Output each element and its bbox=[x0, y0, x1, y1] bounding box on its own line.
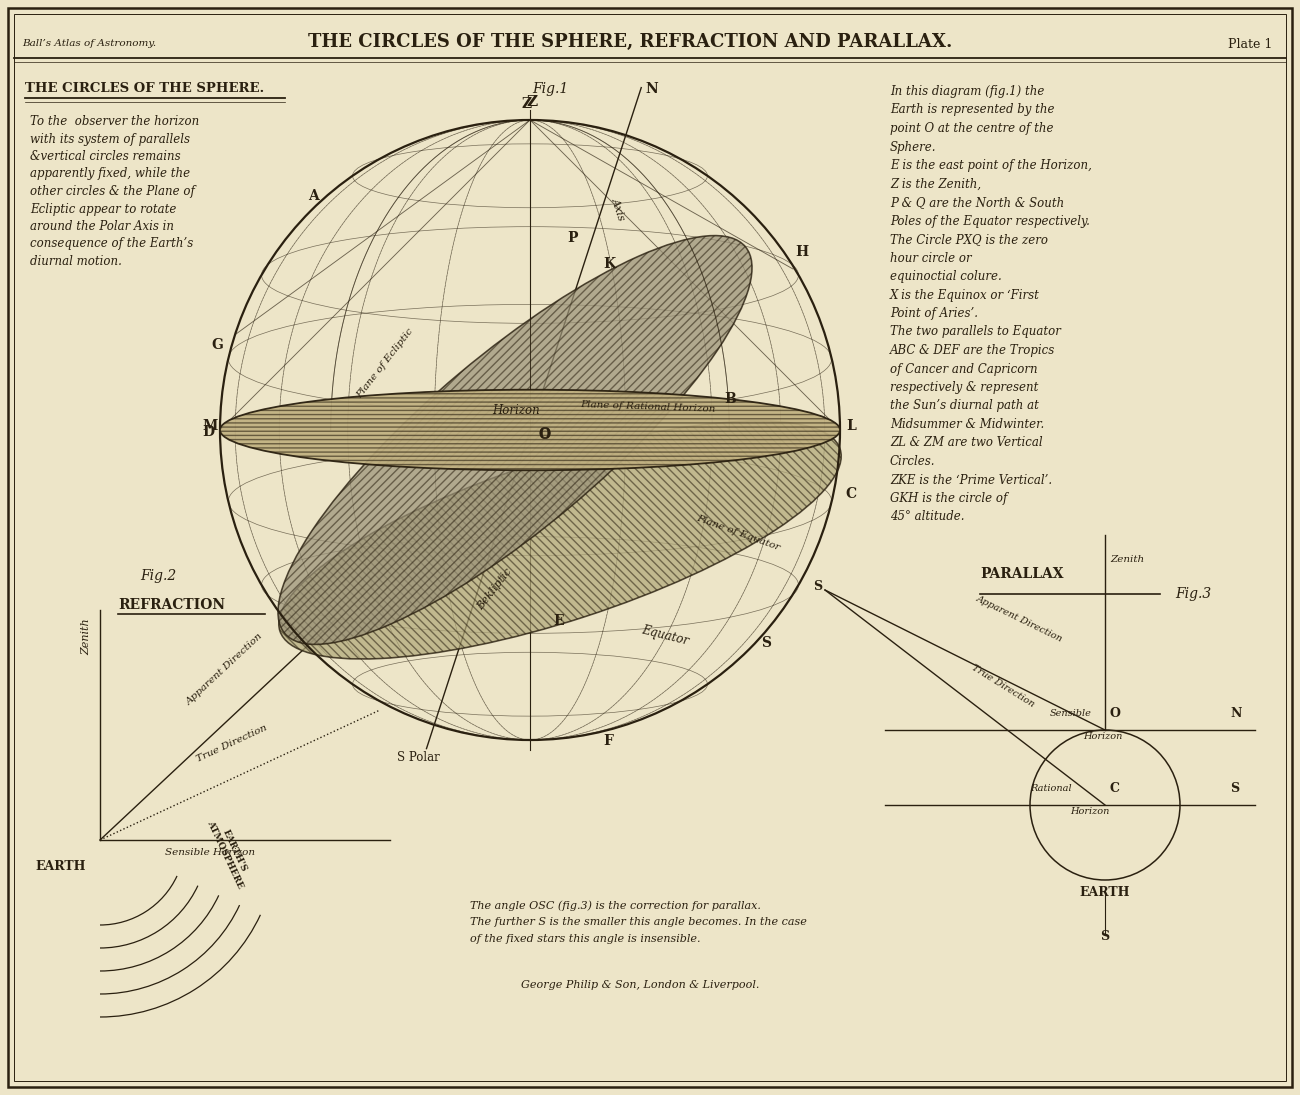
Text: X is the Equinox or ‘First: X is the Equinox or ‘First bbox=[891, 288, 1040, 301]
Ellipse shape bbox=[220, 390, 840, 470]
Text: Ecliptic appear to rotate: Ecliptic appear to rotate bbox=[30, 203, 177, 216]
Text: Poles of the Equator respectively.: Poles of the Equator respectively. bbox=[891, 215, 1089, 228]
Text: C: C bbox=[845, 487, 855, 502]
Text: S: S bbox=[1100, 930, 1110, 943]
Text: E: E bbox=[554, 614, 564, 629]
Text: Plane of Ecliptic: Plane of Ecliptic bbox=[355, 326, 415, 400]
Text: Apparent Direction: Apparent Direction bbox=[975, 595, 1065, 644]
Text: Horizon: Horizon bbox=[1070, 807, 1109, 816]
Text: Plane of Equator: Plane of Equator bbox=[696, 514, 781, 552]
Text: respectively & represent: respectively & represent bbox=[891, 381, 1039, 394]
Text: consequence of the Earth’s: consequence of the Earth’s bbox=[30, 238, 194, 251]
Text: S: S bbox=[1230, 782, 1239, 795]
Text: THE CIRCLES OF THE SPHERE, REFRACTION AND PARALLAX.: THE CIRCLES OF THE SPHERE, REFRACTION AN… bbox=[308, 33, 952, 51]
Text: ZKE is the ‘Prime Vertical’.: ZKE is the ‘Prime Vertical’. bbox=[891, 473, 1052, 486]
Text: hour circle or: hour circle or bbox=[891, 252, 971, 265]
Text: around the Polar Axis in: around the Polar Axis in bbox=[30, 220, 174, 233]
Text: Earth is represented by the: Earth is represented by the bbox=[891, 104, 1054, 116]
Text: Horizon: Horizon bbox=[491, 404, 540, 417]
Text: Rational: Rational bbox=[1030, 784, 1071, 793]
Text: O: O bbox=[1110, 707, 1121, 721]
Text: Fig.1: Fig.1 bbox=[532, 82, 568, 96]
Text: Point of Aries’.: Point of Aries’. bbox=[891, 307, 978, 320]
Text: Sphere.: Sphere. bbox=[891, 140, 936, 153]
Ellipse shape bbox=[278, 235, 751, 644]
Text: Zenith: Zenith bbox=[1110, 555, 1144, 564]
Text: True Direction: True Direction bbox=[195, 724, 269, 764]
Text: Plane of Rational Horizon: Plane of Rational Horizon bbox=[580, 401, 715, 414]
Text: REFRACTION: REFRACTION bbox=[118, 598, 225, 612]
Text: N: N bbox=[1230, 707, 1242, 721]
Text: The further S is the smaller this angle becomes. In the case: The further S is the smaller this angle … bbox=[471, 917, 807, 927]
Text: M: M bbox=[202, 419, 217, 433]
Text: P & Q are the North & South: P & Q are the North & South bbox=[891, 196, 1065, 209]
Text: The angle OSC (fig.3) is the correction for parallax.: The angle OSC (fig.3) is the correction … bbox=[471, 900, 760, 911]
Text: In this diagram (fig.1) the: In this diagram (fig.1) the bbox=[891, 85, 1044, 97]
Text: G: G bbox=[212, 338, 224, 353]
Text: S: S bbox=[762, 636, 771, 650]
Text: with its system of parallels: with its system of parallels bbox=[30, 132, 190, 146]
Text: equinoctial colure.: equinoctial colure. bbox=[891, 270, 1002, 283]
Text: C: C bbox=[1110, 782, 1121, 795]
Text: L: L bbox=[846, 419, 855, 433]
Text: Z: Z bbox=[526, 95, 537, 110]
Text: K: K bbox=[603, 257, 615, 270]
Text: To the  observer the horizon: To the observer the horizon bbox=[30, 115, 199, 128]
Text: E is the east point of the Horizon,: E is the east point of the Horizon, bbox=[891, 159, 1092, 172]
Text: Sensible Horizon: Sensible Horizon bbox=[165, 848, 255, 857]
Text: the Sun’s diurnal path at: the Sun’s diurnal path at bbox=[891, 400, 1039, 413]
Text: A: A bbox=[308, 188, 318, 203]
Text: apparently fixed, while the: apparently fixed, while the bbox=[30, 168, 190, 181]
Text: Fig.2: Fig.2 bbox=[140, 569, 177, 583]
Text: D: D bbox=[202, 425, 214, 439]
Text: Bekliptic: Bekliptic bbox=[474, 566, 514, 612]
Text: Axis: Axis bbox=[610, 196, 627, 221]
Text: Fig.3: Fig.3 bbox=[1175, 587, 1212, 601]
Text: Zenith: Zenith bbox=[81, 619, 91, 655]
Text: ABC & DEF are the Tropics: ABC & DEF are the Tropics bbox=[891, 344, 1056, 357]
Text: O: O bbox=[538, 428, 550, 442]
Text: True Direction: True Direction bbox=[970, 664, 1036, 708]
Text: other circles & the Plane of: other circles & the Plane of bbox=[30, 185, 195, 198]
Text: B: B bbox=[724, 392, 736, 406]
Text: EARTH: EARTH bbox=[35, 860, 86, 873]
Text: THE CIRCLES OF THE SPHERE.: THE CIRCLES OF THE SPHERE. bbox=[25, 82, 264, 95]
Text: George Philip & Son, London & Liverpool.: George Philip & Son, London & Liverpool. bbox=[521, 980, 759, 990]
Text: The two parallels to Equator: The two parallels to Equator bbox=[891, 325, 1061, 338]
Text: H: H bbox=[796, 245, 809, 260]
Text: EARTH: EARTH bbox=[1080, 886, 1130, 899]
Text: P: P bbox=[567, 231, 578, 245]
Text: Circles.: Circles. bbox=[891, 456, 936, 468]
Text: S: S bbox=[812, 580, 822, 593]
Text: of Cancer and Capricorn: of Cancer and Capricorn bbox=[891, 362, 1037, 376]
Text: Horizon: Horizon bbox=[1083, 731, 1122, 741]
Text: The Circle PXQ is the zero: The Circle PXQ is the zero bbox=[891, 233, 1048, 246]
Text: S Polar: S Polar bbox=[396, 750, 439, 763]
Text: PARALLAX: PARALLAX bbox=[980, 567, 1063, 581]
Text: Midsummer & Midwinter.: Midsummer & Midwinter. bbox=[891, 418, 1044, 431]
Text: of the fixed stars this angle is insensible.: of the fixed stars this angle is insensi… bbox=[471, 934, 701, 944]
Text: F: F bbox=[603, 734, 614, 748]
Text: 45° altitude.: 45° altitude. bbox=[891, 510, 965, 523]
Text: ZL & ZM are two Vertical: ZL & ZM are two Vertical bbox=[891, 437, 1043, 450]
Text: &vertical circles remains: &vertical circles remains bbox=[30, 150, 181, 163]
Text: Apparent Direction: Apparent Direction bbox=[185, 632, 265, 707]
Text: N: N bbox=[645, 82, 658, 95]
Text: Z: Z bbox=[523, 97, 532, 111]
Text: GKH is the circle of: GKH is the circle of bbox=[891, 492, 1008, 505]
Text: diurnal motion.: diurnal motion. bbox=[30, 255, 122, 268]
Text: Equator: Equator bbox=[640, 624, 690, 648]
Text: point O at the centre of the: point O at the centre of the bbox=[891, 122, 1053, 135]
Text: Ball’s Atlas of Astronomy.: Ball’s Atlas of Astronomy. bbox=[22, 39, 156, 48]
Text: O: O bbox=[538, 427, 550, 441]
Text: EARTH'S
ATMOSPHERE: EARTH'S ATMOSPHERE bbox=[205, 815, 255, 890]
Text: Plate 1: Plate 1 bbox=[1227, 37, 1271, 50]
Ellipse shape bbox=[278, 420, 841, 659]
Text: Sensible: Sensible bbox=[1050, 708, 1092, 718]
Text: Z is the Zenith,: Z is the Zenith, bbox=[891, 177, 982, 191]
